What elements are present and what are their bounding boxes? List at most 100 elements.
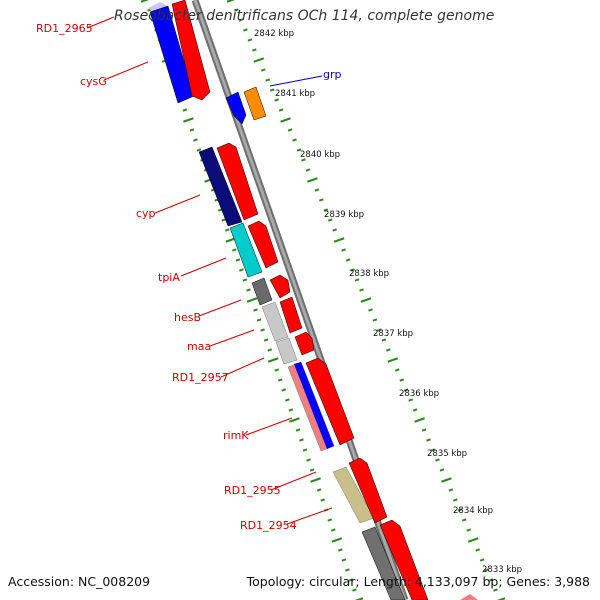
minor-tick <box>448 488 454 492</box>
minor-tick <box>412 408 418 412</box>
kbp-label-2836: 2836 kbp <box>399 389 439 399</box>
minor-tick <box>278 108 284 112</box>
major-tick <box>226 0 236 3</box>
minor-tick <box>399 378 405 382</box>
minor-tick <box>421 428 427 432</box>
red-gene-block-2[interactable] <box>216 142 259 221</box>
red-gene-block-4[interactable] <box>269 274 291 299</box>
minor-tick <box>493 588 498 592</box>
gene-label-grp[interactable]: grp <box>323 68 342 81</box>
red-gene-block-3[interactable] <box>247 220 279 269</box>
minor-tick <box>234 8 239 12</box>
kbp-label-2842: 2842 kbp <box>254 29 294 39</box>
minor-tick <box>292 138 297 142</box>
minor-tick <box>288 408 294 412</box>
gene-label-rd1-2955[interactable]: RD1_2955 <box>224 484 281 497</box>
gene-label-cysg[interactable]: cysG <box>80 75 107 88</box>
minor-tick <box>403 388 409 392</box>
gene-rd1-2954-block[interactable] <box>361 526 406 600</box>
minor-tick <box>247 38 253 42</box>
major-tick <box>496 597 506 600</box>
scale-labels: 2842 kbp 2841 kbp 2840 kbp 2839 kbp 2838… <box>254 29 522 575</box>
gene-label-rimk[interactable]: rimK <box>223 429 249 442</box>
gene-tpia-block[interactable] <box>229 222 263 278</box>
minor-tick <box>327 518 333 522</box>
gene-label-cyp[interactable]: cyp <box>136 207 156 220</box>
minor-tick <box>239 268 244 272</box>
minor-tick <box>354 278 360 282</box>
minor-tick <box>394 368 400 372</box>
map-title: Roseobacter denitrificans OCh 114, compl… <box>114 8 495 24</box>
red-gene-block-1[interactable] <box>171 0 211 101</box>
gene-label-rd1-2965[interactable]: RD1_2965 <box>36 22 93 35</box>
minor-tick <box>435 458 440 462</box>
genome-summary-text: Topology: circular; Length: 4,133,097 bp… <box>246 574 590 589</box>
minor-tick <box>341 558 347 562</box>
minor-tick <box>381 338 387 342</box>
kbp-label-2837: 2837 kbp <box>373 329 413 339</box>
minor-tick <box>246 288 251 292</box>
minor-tick <box>338 548 343 552</box>
minor-tick <box>189 128 195 132</box>
minor-tick <box>348 578 354 582</box>
gene-label-tpia[interactable]: tpiA <box>158 271 180 284</box>
kbp-label-2835: 2835 kbp <box>427 449 467 459</box>
major-tick <box>246 297 258 303</box>
gene-cyp-block[interactable] <box>198 146 243 227</box>
gene-labels: RD1_2965 cysG grp cyp tpiA hesB maa RD1_… <box>36 22 342 532</box>
minor-tick <box>281 388 287 392</box>
gene-label-hesb[interactable]: hesB <box>174 311 201 324</box>
minor-tick <box>484 568 489 572</box>
gene-label-maa[interactable]: maa <box>187 340 211 353</box>
kbp-label-2841: 2841 kbp <box>275 89 315 99</box>
minor-tick <box>345 258 351 262</box>
minor-tick <box>330 528 336 532</box>
minor-tick <box>263 338 269 342</box>
minor-tick <box>242 278 248 282</box>
minor-tick <box>196 148 202 152</box>
minor-tick <box>453 498 458 502</box>
minor-tick <box>267 348 272 352</box>
kbp-label-2839: 2839 kbp <box>324 210 364 220</box>
kbp-label-2838: 2838 kbp <box>349 269 389 279</box>
minor-tick <box>426 438 431 442</box>
pink-gene-block[interactable] <box>460 594 478 600</box>
minor-tick <box>466 528 472 532</box>
minor-tick <box>345 568 350 572</box>
red-gene-block-9[interactable] <box>379 519 429 600</box>
accession-text: Accession: NC_008209 <box>8 574 151 589</box>
major-tick <box>333 237 345 243</box>
minor-tick <box>274 98 279 102</box>
minor-tick <box>479 558 485 562</box>
red-gene-block-6[interactable] <box>294 331 315 356</box>
minor-tick <box>193 138 198 142</box>
gene-rd1-2957-block[interactable] <box>275 337 298 365</box>
gene-label-rd1-2957[interactable]: RD1_2957 <box>172 371 229 384</box>
gene-maa-block[interactable] <box>261 301 289 342</box>
major-tick <box>280 117 291 123</box>
minor-tick <box>265 78 271 82</box>
kbp-label-2834: 2834 kbp <box>453 506 493 516</box>
major-tick <box>267 357 279 363</box>
major-tick <box>183 117 194 123</box>
minor-tick <box>295 428 301 432</box>
gene-grp-block[interactable] <box>225 91 247 125</box>
minor-tick <box>224 228 230 232</box>
gene-hesb-block[interactable] <box>251 277 273 306</box>
minor-tick <box>232 248 237 252</box>
red-gene-block-7[interactable] <box>305 357 355 446</box>
red-gene-block-5[interactable] <box>279 296 303 334</box>
minor-tick <box>252 48 257 52</box>
gene-grp-orange-block[interactable] <box>243 86 267 121</box>
minor-tick <box>323 208 329 212</box>
gene-label-rd1-2954[interactable]: RD1_2954 <box>240 519 297 532</box>
minor-tick <box>319 198 324 202</box>
red-gene-block-8[interactable] <box>348 457 388 524</box>
minor-tick <box>287 128 293 132</box>
minor-tick <box>368 308 373 312</box>
minor-tick <box>439 468 445 472</box>
minor-tick <box>238 18 244 22</box>
major-tick <box>289 417 300 423</box>
